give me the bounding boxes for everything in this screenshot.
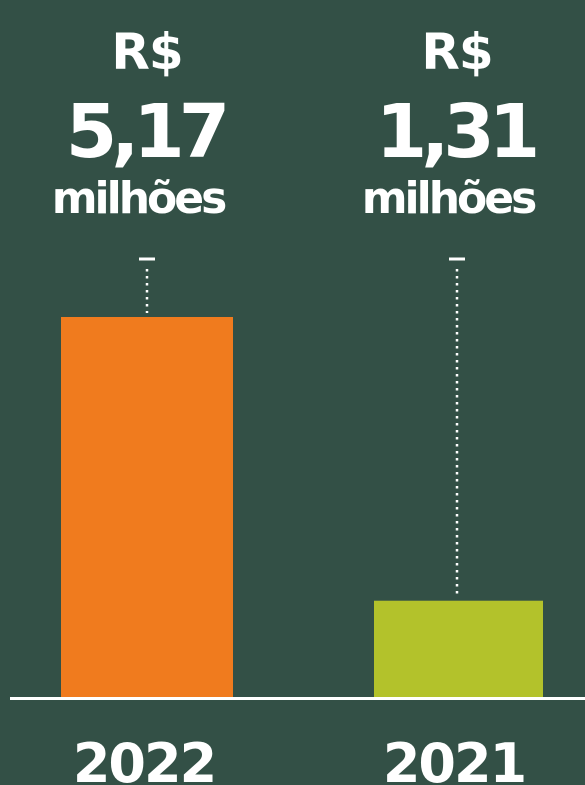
unit-label-2021: milhões [362, 173, 536, 224]
bar-2022 [61, 317, 233, 697]
value-label-2021: 1,31 [376, 89, 536, 175]
category-label-2021: 2021 [383, 732, 525, 785]
unit-label-2022: milhões [52, 173, 226, 224]
leaders-layer [139, 257, 465, 597]
category-label-2022: 2022 [73, 732, 215, 785]
bar-2021 [374, 600, 543, 697]
currency-label-2021: R$ [421, 23, 492, 81]
value-label-2022: 5,17 [66, 89, 225, 175]
currency-label-2022: R$ [111, 23, 182, 81]
bars-layer [61, 317, 543, 697]
